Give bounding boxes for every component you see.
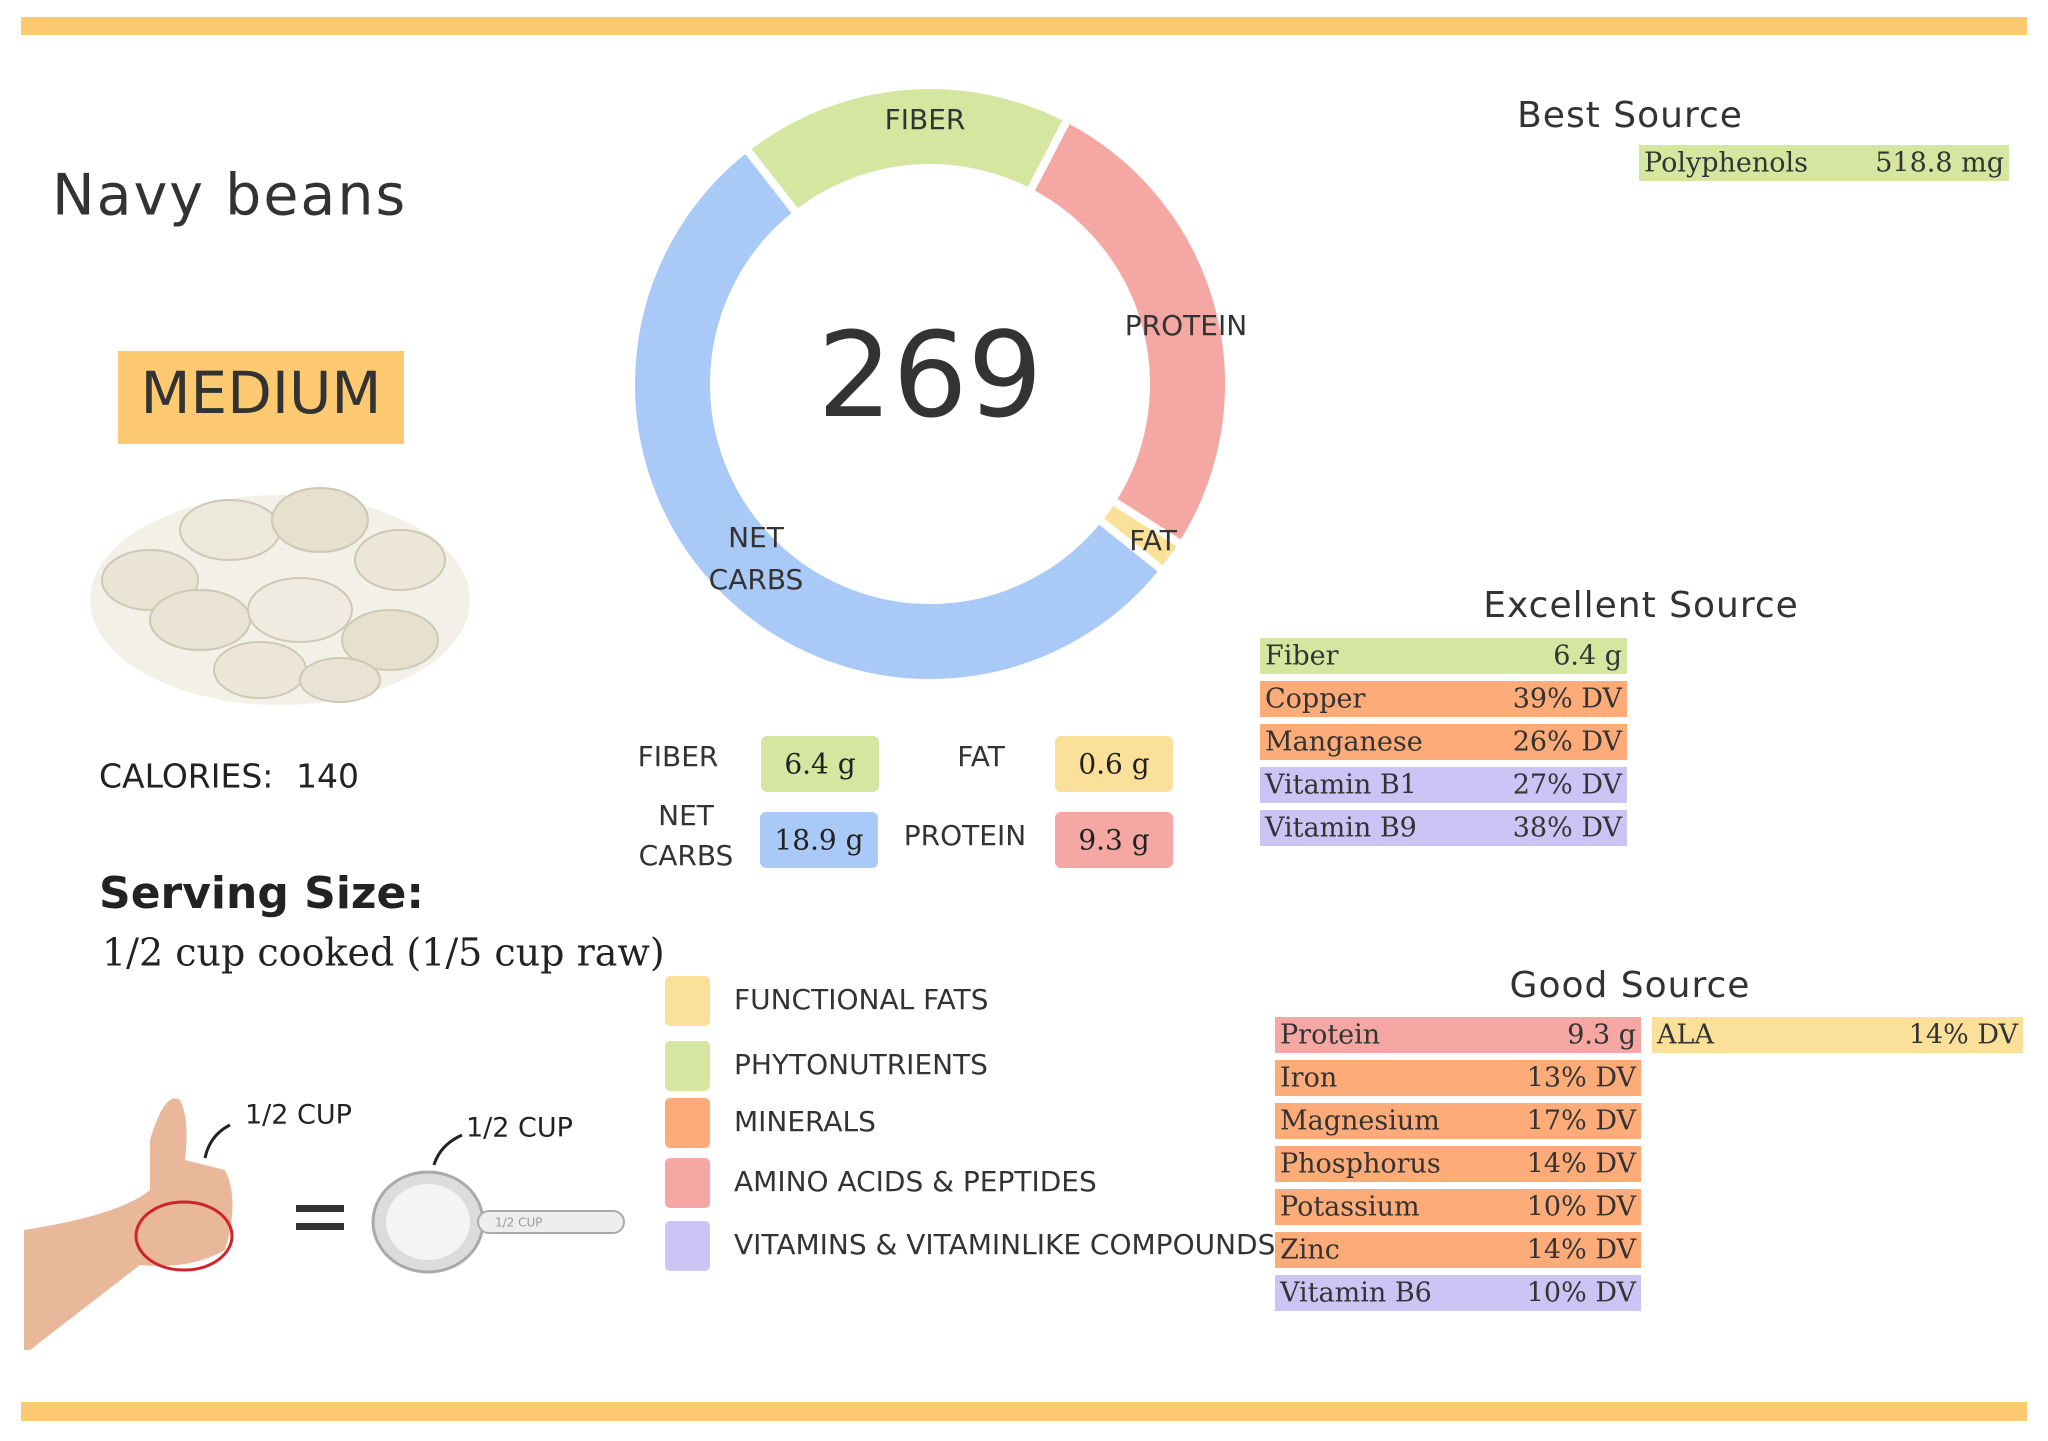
- nutrient-amount: 27% DV: [1513, 770, 1623, 801]
- macro-label: FAT: [957, 740, 1006, 773]
- nutrient-amount: 10% DV: [1527, 1278, 1637, 1309]
- nutrient-amount: 9.3 g: [1567, 1020, 1636, 1051]
- cup-handle-label: 1/2 CUP: [495, 1216, 543, 1230]
- nutrient-amount: 39% DV: [1513, 684, 1623, 715]
- nutrient-name: Polyphenols: [1644, 148, 1808, 179]
- nutrient-name: Protein: [1280, 1020, 1380, 1051]
- legend-swatch: [665, 1098, 710, 1148]
- source-row-bar: [1652, 1017, 2023, 1053]
- macro-value: 9.3 g: [1078, 824, 1149, 857]
- nutrient-amount: 14% DV: [1909, 1020, 2019, 1051]
- cup-label: 1/2 CUP: [466, 1113, 573, 1144]
- nutrient-name: Copper: [1265, 684, 1365, 715]
- legend-label: PHYTONUTRIENTS: [734, 1048, 988, 1081]
- source-row-bar: [1260, 638, 1627, 674]
- macro-box: [760, 812, 878, 868]
- macro-box: [1055, 736, 1173, 792]
- nutrient-name: Phosphorus: [1280, 1149, 1441, 1180]
- nutrient-name: Zinc: [1280, 1235, 1340, 1266]
- source-row-bar: [1275, 1275, 1641, 1311]
- source-row-bar: [1275, 1103, 1641, 1139]
- macro-value: 18.9 g: [774, 824, 863, 857]
- top-bar: [21, 17, 2027, 35]
- nutrient-amount: 14% DV: [1527, 1235, 1637, 1266]
- macro-label: NET CARBS: [639, 799, 734, 872]
- level-badge: [118, 351, 404, 444]
- donut-label: FIBER: [885, 103, 966, 136]
- source-row-bar: [1275, 1017, 1641, 1053]
- legend: FUNCTIONAL FATS PHYTONUTRIENTS MINERALS AMI…: [665, 976, 1275, 1271]
- legend-swatch: [665, 1221, 710, 1271]
- calories-label: CALORIES:: [99, 757, 273, 796]
- donut-center-total: 269: [817, 306, 1042, 444]
- macro-table: FIBER 6.4 g PROTEIN 9.3 g FAT 0.6 g NET CARBS 18…: [638, 736, 1173, 872]
- title: Navy beans: [52, 163, 407, 229]
- section-heading: Best Source: [1517, 95, 1743, 136]
- legend-swatch: [665, 1041, 710, 1091]
- serving-text: 1/2 cup cooked (1/5 cup raw): [102, 931, 665, 975]
- nutrient-name: Iron: [1280, 1063, 1337, 1094]
- donut-label: FAT: [1129, 524, 1178, 557]
- section-heading: Good Source: [1510, 965, 1751, 1006]
- donut: FIBER PROTEIN FAT NET CARBS: [626, 81, 1247, 687]
- source-row-bar: [1639, 145, 2009, 181]
- macro-box: [761, 736, 879, 792]
- legend-label: VITAMINS & VITAMINLIKE COMPOUNDS: [734, 1228, 1275, 1261]
- serving-label: Serving Size:: [99, 868, 424, 919]
- donut-segment: [1024, 113, 1233, 551]
- source-row-bar: [1260, 681, 1627, 717]
- nutrient-amount: 6.4 g: [1553, 641, 1622, 672]
- legend-label: AMINO ACIDS & PEPTIDES: [734, 1165, 1097, 1198]
- macro-value: 6.4 g: [784, 748, 855, 781]
- section-heading: Excellent Source: [1483, 585, 1799, 626]
- donut-segment: [626, 142, 1169, 687]
- nutrient-amount: 13% DV: [1527, 1063, 1637, 1094]
- level-text: MEDIUM: [141, 359, 382, 427]
- nutrient-name: Vitamin B1: [1264, 770, 1417, 801]
- macro-value: 0.6 g: [1078, 748, 1149, 781]
- hand-label: 1/2 CUP: [245, 1100, 352, 1131]
- nutrient-amount: 518.8 mg: [1875, 148, 2004, 179]
- donut-label: NET CARBS: [709, 521, 804, 596]
- nutrient-amount: 14% DV: [1527, 1149, 1637, 1180]
- bottom-bar: [21, 1402, 2027, 1421]
- macro-label: FIBER: [638, 740, 719, 773]
- source-row-bar: [1260, 810, 1627, 846]
- source-row-bar: [1260, 724, 1627, 760]
- macro-box: [1055, 812, 1173, 868]
- nutrient-amount: 26% DV: [1513, 727, 1623, 758]
- hand-illustration: [24, 1098, 625, 1350]
- nutrient-amount: 10% DV: [1527, 1192, 1637, 1223]
- legend-label: FUNCTIONAL FATS: [734, 983, 989, 1016]
- nutrient-name: ALA: [1656, 1020, 1714, 1051]
- nutrient-name: Vitamin B6: [1279, 1278, 1432, 1309]
- source-row-bar: [1275, 1146, 1641, 1182]
- sources: Best Source Polyphenols 518.8 mg Excellent …: [1260, 95, 2023, 1311]
- nutrient-name: Vitamin B9: [1264, 813, 1417, 844]
- donut-label: PROTEIN: [1125, 309, 1247, 342]
- nutrient-name: Magnesium: [1280, 1106, 1440, 1137]
- legend-label: MINERALS: [734, 1105, 876, 1138]
- nutrient-name: Potassium: [1280, 1192, 1420, 1223]
- nutrient-name: Fiber: [1265, 641, 1339, 672]
- calories-value: 140: [296, 757, 359, 796]
- source-row-bar: [1275, 1189, 1641, 1225]
- beans-image: [90, 487, 470, 705]
- source-row-bar: [1275, 1232, 1641, 1268]
- macro-label: PROTEIN: [904, 819, 1026, 852]
- nutrient-name: Manganese: [1265, 727, 1423, 758]
- legend-swatch: [665, 1158, 710, 1208]
- source-row-bar: [1260, 767, 1627, 803]
- nutrient-amount: 17% DV: [1527, 1106, 1637, 1137]
- nutrient-amount: 38% DV: [1513, 813, 1623, 844]
- source-row-bar: [1275, 1060, 1641, 1096]
- legend-swatch: [665, 976, 710, 1026]
